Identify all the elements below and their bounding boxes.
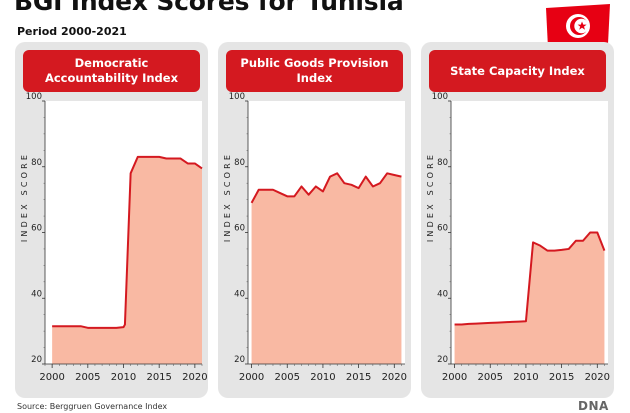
x-tick-label: 2000 [39,372,64,383]
tunisia-flag-icon [544,2,612,52]
y-tick-label: 100 [229,92,245,102]
y-axis-label: INDEX SCORE [20,152,29,242]
y-tick-label: 40 [437,289,448,299]
y-tick-label: 20 [437,355,448,365]
dna-logo: DNA [578,399,609,413]
x-tick-label: 2020 [585,372,610,383]
y-tick-label: 20 [234,355,245,365]
panel-header-state-capacity: State Capacity Index [429,50,606,92]
chart-public-goods-provision: 20 40 60 80 100 2000 2005 2010 2015 2020 INDEX SCO… [223,92,407,383]
x-tick-label: 2000 [442,372,467,383]
y-axis-label: INDEX SCORE [223,152,232,242]
x-tick-label: 2015 [346,372,371,383]
x-tick-label: 2020 [382,372,407,383]
x-tick-label: 2005 [478,372,503,383]
panel-state-capacity: State Capacity Index 20 40 60 80 100 2000 2005… [421,42,614,398]
series-line [250,172,402,204]
panel-public-goods-provision: Public Goods Provision Index 20 40 60 80 100… [218,42,411,398]
y-tick-label: 60 [31,224,42,234]
panel-democratic-accountability: Democratic Accountability Index 20 40 60 80… [15,42,208,398]
y-tick-label: 100 [26,92,42,102]
x-tick-label: 2010 [310,372,335,383]
series-line [454,231,606,326]
x-tick-label: 2020 [182,372,207,383]
series-area [52,156,202,364]
y-tick-label: 40 [234,289,245,299]
x-tick-label: 2015 [549,372,574,383]
y-tick-label: 60 [437,224,448,234]
x-tick-label: 2010 [111,372,136,383]
chart-subtitle: Period 2000-2021 [17,25,127,38]
y-tick-label: 60 [234,224,245,234]
y-tick-label: 40 [31,289,42,299]
x-tick-label: 2000 [239,372,264,383]
y-tick-label: 80 [31,158,42,168]
y-tick-label: 80 [234,158,245,168]
series-area [454,232,605,364]
y-tick-label: 20 [31,355,42,365]
panel-header-democratic-accountability: Democratic Accountability Index [23,50,200,92]
y-axis-label: INDEX SCORE [426,152,435,242]
panel-header-public-goods-provision: Public Goods Provision Index [226,50,403,92]
x-tick-label: 2010 [513,372,538,383]
series-area [251,173,402,364]
source-note: Source: Berggruen Governance Index [17,402,168,411]
y-tick-label: 100 [432,92,448,102]
x-tick-label: 2015 [146,372,171,383]
series-line [52,155,203,329]
y-tick-label: 80 [437,158,448,168]
x-tick-label: 2005 [75,372,100,383]
chart-democratic-accountability: 20 40 60 80 100 2000 2005 2010 2015 2020 INDEX SCO… [20,92,208,383]
chart-title: BGI Index Scores for Tunisia [14,0,404,16]
x-tick-label: 2005 [275,372,300,383]
chart-state-capacity: 20 40 60 80 100 2000 2005 2010 2015 2020 INDEX SCO… [426,92,610,383]
